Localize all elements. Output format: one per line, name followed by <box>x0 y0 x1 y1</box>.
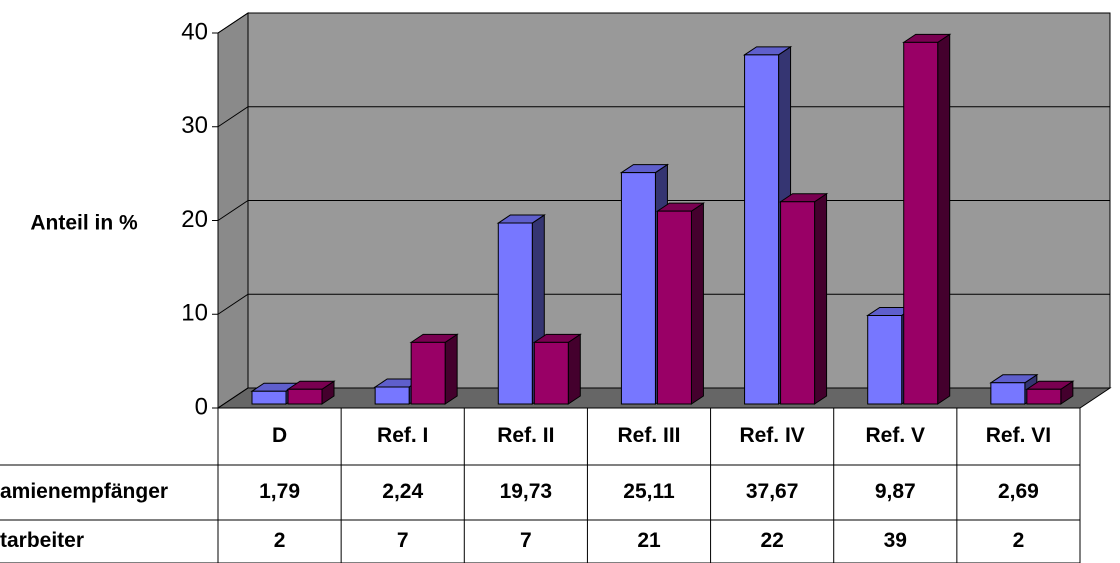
bar <box>496 214 546 405</box>
bar-face <box>533 341 569 405</box>
bar-face <box>814 192 828 405</box>
bar-face <box>867 314 903 405</box>
bar <box>532 333 582 405</box>
x-tick-label: Ref. II <box>497 424 554 447</box>
table-value: 39 <box>884 529 907 552</box>
bar-face <box>1026 388 1062 405</box>
table-value: 7 <box>397 529 409 552</box>
bar-face <box>780 201 816 405</box>
table-value: 21 <box>637 529 661 552</box>
y-axis-label: Anteil in % <box>30 212 138 235</box>
bar <box>655 202 706 405</box>
y-tick-label: 20 <box>181 206 208 233</box>
grid-line <box>217 106 1110 128</box>
x-tick-label: D <box>272 424 287 447</box>
x-tick-label: Ref. III <box>617 424 680 447</box>
table-value: 37,67 <box>746 480 799 503</box>
bar <box>989 373 1039 405</box>
bar-face <box>903 41 939 405</box>
bar-face <box>410 341 446 405</box>
x-tick-label: Ref. IV <box>739 424 804 447</box>
legend-label: tarbeiter <box>0 529 84 552</box>
table-value: 25,11 <box>623 480 675 503</box>
bar-face <box>287 388 323 405</box>
bar-face <box>744 54 780 405</box>
table-value: 9,87 <box>875 480 916 503</box>
table-value: 19,73 <box>500 480 553 503</box>
y-tick-label: 10 <box>181 300 208 327</box>
y-tick-label: 0 <box>195 393 208 420</box>
table-value: 2 <box>1013 529 1025 552</box>
bar <box>778 192 829 405</box>
x-tick-label: Ref. V <box>866 424 926 447</box>
bar-face <box>690 202 704 405</box>
table-value: 2,24 <box>382 480 423 503</box>
bar <box>250 382 300 405</box>
bar <box>1025 380 1075 405</box>
bar-face <box>497 222 533 405</box>
legend-label: amienempfänger <box>0 480 168 503</box>
x-tick-label: Ref. I <box>377 424 428 447</box>
bar-face <box>444 333 458 405</box>
x-tick-label: Ref. VI <box>986 424 1051 447</box>
grid-line <box>217 12 1110 34</box>
table-value: 22 <box>760 529 783 552</box>
bar <box>286 380 336 405</box>
bar-face <box>620 172 656 405</box>
y-tick-label: 30 <box>181 112 208 139</box>
bar <box>902 33 952 405</box>
table-value: 2,69 <box>998 480 1039 503</box>
bar-face <box>567 333 581 405</box>
bar-face <box>990 382 1026 405</box>
table-value: 1,79 <box>259 480 300 503</box>
table-value: 7 <box>520 529 532 552</box>
bar-face <box>374 386 410 405</box>
bar-face <box>656 210 692 405</box>
bar-face <box>937 33 951 405</box>
bar-face <box>251 390 287 405</box>
y-tick-label: 40 <box>181 18 208 45</box>
table-value: 2 <box>274 529 286 552</box>
bar <box>409 333 459 405</box>
